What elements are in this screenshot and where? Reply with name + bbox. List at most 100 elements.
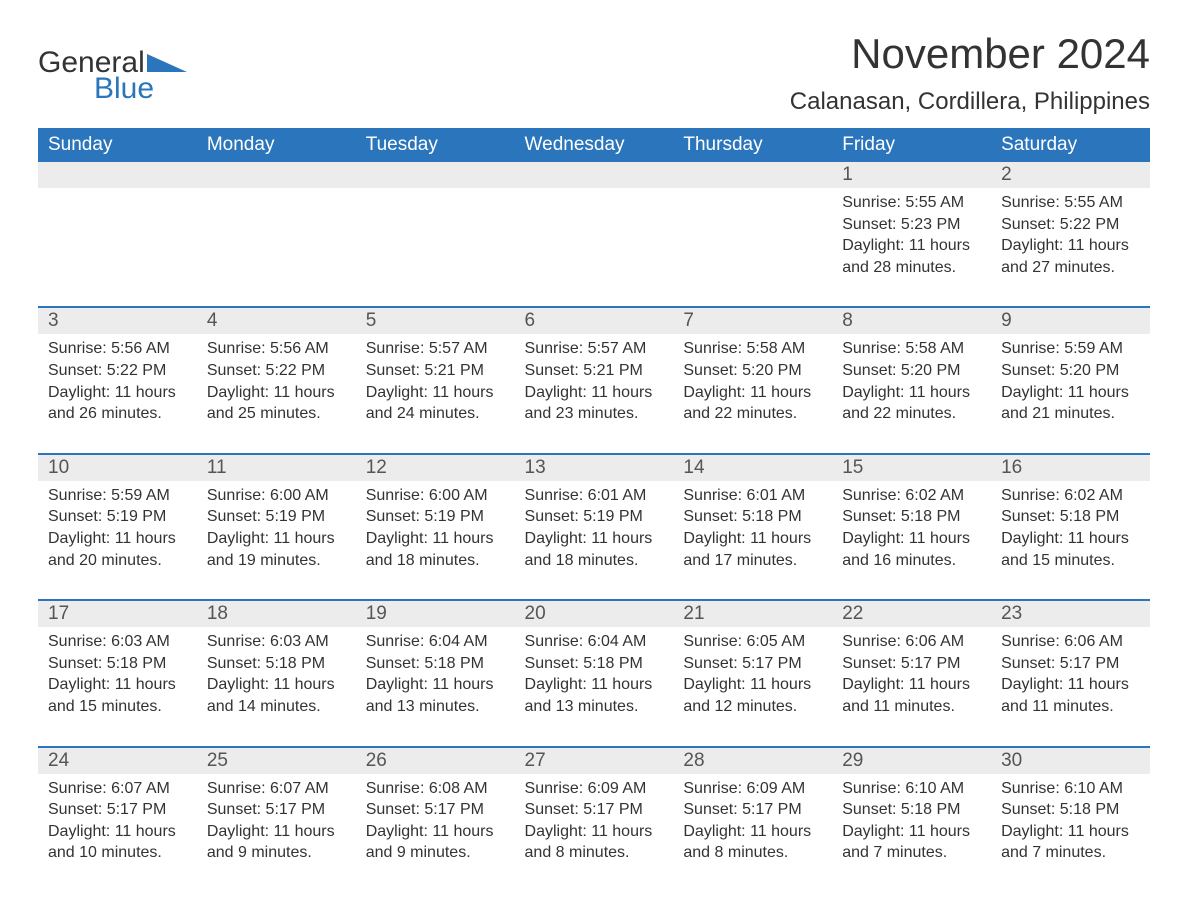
daylight-line: Daylight: 11 hours and 22 minutes. bbox=[683, 382, 822, 425]
sunset-line: Sunset: 5:17 PM bbox=[683, 799, 822, 821]
day-cell: 10Sunrise: 5:59 AMSunset: 5:19 PMDayligh… bbox=[38, 454, 197, 600]
sunrise-line: Sunrise: 5:57 AM bbox=[366, 338, 505, 360]
title-block: November 2024 Calanasan, Cordillera, Phi… bbox=[790, 30, 1150, 116]
sunset-line: Sunset: 5:18 PM bbox=[1001, 799, 1140, 821]
day-cell: 12Sunrise: 6:00 AMSunset: 5:19 PMDayligh… bbox=[356, 454, 515, 600]
sunset-line: Sunset: 5:18 PM bbox=[683, 506, 822, 528]
daylight-line: Daylight: 11 hours and 21 minutes. bbox=[1001, 382, 1140, 425]
day-cell: 1Sunrise: 5:55 AMSunset: 5:23 PMDaylight… bbox=[832, 162, 991, 307]
day-details: Sunrise: 6:09 AMSunset: 5:17 PMDaylight:… bbox=[515, 774, 674, 892]
day-details: Sunrise: 6:00 AMSunset: 5:19 PMDaylight:… bbox=[356, 481, 515, 599]
sunset-line: Sunset: 5:20 PM bbox=[1001, 360, 1140, 382]
calendar-table: Sunday Monday Tuesday Wednesday Thursday… bbox=[38, 128, 1150, 892]
day-cell bbox=[356, 162, 515, 307]
sunrise-line: Sunrise: 6:05 AM bbox=[683, 631, 822, 653]
sunset-line: Sunset: 5:17 PM bbox=[366, 799, 505, 821]
day-cell: 9Sunrise: 5:59 AMSunset: 5:20 PMDaylight… bbox=[991, 307, 1150, 453]
daylight-line: Daylight: 11 hours and 22 minutes. bbox=[842, 382, 981, 425]
day-details: Sunrise: 6:03 AMSunset: 5:18 PMDaylight:… bbox=[38, 627, 197, 745]
day-cell: 19Sunrise: 6:04 AMSunset: 5:18 PMDayligh… bbox=[356, 600, 515, 746]
day-number: 26 bbox=[356, 748, 515, 774]
day-details: Sunrise: 5:55 AMSunset: 5:22 PMDaylight:… bbox=[991, 188, 1150, 306]
week-row: 1Sunrise: 5:55 AMSunset: 5:23 PMDaylight… bbox=[38, 162, 1150, 307]
day-details: Sunrise: 5:57 AMSunset: 5:21 PMDaylight:… bbox=[515, 334, 674, 452]
day-cell: 18Sunrise: 6:03 AMSunset: 5:18 PMDayligh… bbox=[197, 600, 356, 746]
day-number: 1 bbox=[832, 162, 991, 188]
day-number: 10 bbox=[38, 455, 197, 481]
daylight-line: Daylight: 11 hours and 15 minutes. bbox=[48, 674, 187, 717]
day-number: 3 bbox=[38, 308, 197, 334]
day-details bbox=[197, 188, 356, 298]
daylight-line: Daylight: 11 hours and 11 minutes. bbox=[842, 674, 981, 717]
sunrise-line: Sunrise: 6:01 AM bbox=[683, 485, 822, 507]
day-number: 11 bbox=[197, 455, 356, 481]
sunset-line: Sunset: 5:17 PM bbox=[48, 799, 187, 821]
daylight-line: Daylight: 11 hours and 8 minutes. bbox=[683, 821, 822, 864]
day-number: 14 bbox=[673, 455, 832, 481]
day-cell: 20Sunrise: 6:04 AMSunset: 5:18 PMDayligh… bbox=[515, 600, 674, 746]
day-number: 6 bbox=[515, 308, 674, 334]
day-cell: 22Sunrise: 6:06 AMSunset: 5:17 PMDayligh… bbox=[832, 600, 991, 746]
daylight-line: Daylight: 11 hours and 8 minutes. bbox=[525, 821, 664, 864]
sunset-line: Sunset: 5:21 PM bbox=[366, 360, 505, 382]
week-row: 3Sunrise: 5:56 AMSunset: 5:22 PMDaylight… bbox=[38, 307, 1150, 453]
weekday-header: Wednesday bbox=[515, 128, 674, 162]
day-number: 19 bbox=[356, 601, 515, 627]
sunrise-line: Sunrise: 6:04 AM bbox=[366, 631, 505, 653]
month-title: November 2024 bbox=[790, 30, 1150, 78]
sunrise-line: Sunrise: 5:55 AM bbox=[842, 192, 981, 214]
day-details: Sunrise: 6:10 AMSunset: 5:18 PMDaylight:… bbox=[832, 774, 991, 892]
day-details bbox=[673, 188, 832, 298]
day-number: 18 bbox=[197, 601, 356, 627]
sunset-line: Sunset: 5:20 PM bbox=[842, 360, 981, 382]
day-cell: 30Sunrise: 6:10 AMSunset: 5:18 PMDayligh… bbox=[991, 747, 1150, 892]
daylight-line: Daylight: 11 hours and 7 minutes. bbox=[1001, 821, 1140, 864]
day-cell: 2Sunrise: 5:55 AMSunset: 5:22 PMDaylight… bbox=[991, 162, 1150, 307]
day-details: Sunrise: 6:05 AMSunset: 5:17 PMDaylight:… bbox=[673, 627, 832, 745]
sunrise-line: Sunrise: 5:55 AM bbox=[1001, 192, 1140, 214]
day-cell: 11Sunrise: 6:00 AMSunset: 5:19 PMDayligh… bbox=[197, 454, 356, 600]
sunset-line: Sunset: 5:18 PM bbox=[366, 653, 505, 675]
daylight-line: Daylight: 11 hours and 27 minutes. bbox=[1001, 235, 1140, 278]
sunset-line: Sunset: 5:18 PM bbox=[207, 653, 346, 675]
sunset-line: Sunset: 5:20 PM bbox=[683, 360, 822, 382]
day-number: 22 bbox=[832, 601, 991, 627]
weekday-header: Tuesday bbox=[356, 128, 515, 162]
sunrise-line: Sunrise: 5:56 AM bbox=[48, 338, 187, 360]
day-details: Sunrise: 5:56 AMSunset: 5:22 PMDaylight:… bbox=[197, 334, 356, 452]
day-cell: 26Sunrise: 6:08 AMSunset: 5:17 PMDayligh… bbox=[356, 747, 515, 892]
day-number: 4 bbox=[197, 308, 356, 334]
day-cell: 7Sunrise: 5:58 AMSunset: 5:20 PMDaylight… bbox=[673, 307, 832, 453]
day-number: 8 bbox=[832, 308, 991, 334]
day-details: Sunrise: 6:07 AMSunset: 5:17 PMDaylight:… bbox=[197, 774, 356, 892]
day-cell: 3Sunrise: 5:56 AMSunset: 5:22 PMDaylight… bbox=[38, 307, 197, 453]
daylight-line: Daylight: 11 hours and 23 minutes. bbox=[525, 382, 664, 425]
sunset-line: Sunset: 5:22 PM bbox=[48, 360, 187, 382]
sunrise-line: Sunrise: 6:07 AM bbox=[48, 778, 187, 800]
day-cell: 27Sunrise: 6:09 AMSunset: 5:17 PMDayligh… bbox=[515, 747, 674, 892]
daylight-line: Daylight: 11 hours and 16 minutes. bbox=[842, 528, 981, 571]
weekday-header: Monday bbox=[197, 128, 356, 162]
sunrise-line: Sunrise: 6:03 AM bbox=[48, 631, 187, 653]
day-details: Sunrise: 5:58 AMSunset: 5:20 PMDaylight:… bbox=[832, 334, 991, 452]
day-cell: 23Sunrise: 6:06 AMSunset: 5:17 PMDayligh… bbox=[991, 600, 1150, 746]
day-details: Sunrise: 6:01 AMSunset: 5:19 PMDaylight:… bbox=[515, 481, 674, 599]
daylight-line: Daylight: 11 hours and 24 minutes. bbox=[366, 382, 505, 425]
week-row: 24Sunrise: 6:07 AMSunset: 5:17 PMDayligh… bbox=[38, 747, 1150, 892]
sunrise-line: Sunrise: 6:00 AM bbox=[366, 485, 505, 507]
day-number: 27 bbox=[515, 748, 674, 774]
location: Calanasan, Cordillera, Philippines bbox=[790, 88, 1150, 116]
day-number: 17 bbox=[38, 601, 197, 627]
sunset-line: Sunset: 5:17 PM bbox=[525, 799, 664, 821]
sunset-line: Sunset: 5:22 PM bbox=[1001, 214, 1140, 236]
week-row: 10Sunrise: 5:59 AMSunset: 5:19 PMDayligh… bbox=[38, 454, 1150, 600]
daylight-line: Daylight: 11 hours and 25 minutes. bbox=[207, 382, 346, 425]
weekday-header: Sunday bbox=[38, 128, 197, 162]
sunrise-line: Sunrise: 6:07 AM bbox=[207, 778, 346, 800]
day-number: 15 bbox=[832, 455, 991, 481]
day-cell: 21Sunrise: 6:05 AMSunset: 5:17 PMDayligh… bbox=[673, 600, 832, 746]
day-cell: 16Sunrise: 6:02 AMSunset: 5:18 PMDayligh… bbox=[991, 454, 1150, 600]
day-number bbox=[356, 162, 515, 188]
day-cell bbox=[38, 162, 197, 307]
day-number: 9 bbox=[991, 308, 1150, 334]
